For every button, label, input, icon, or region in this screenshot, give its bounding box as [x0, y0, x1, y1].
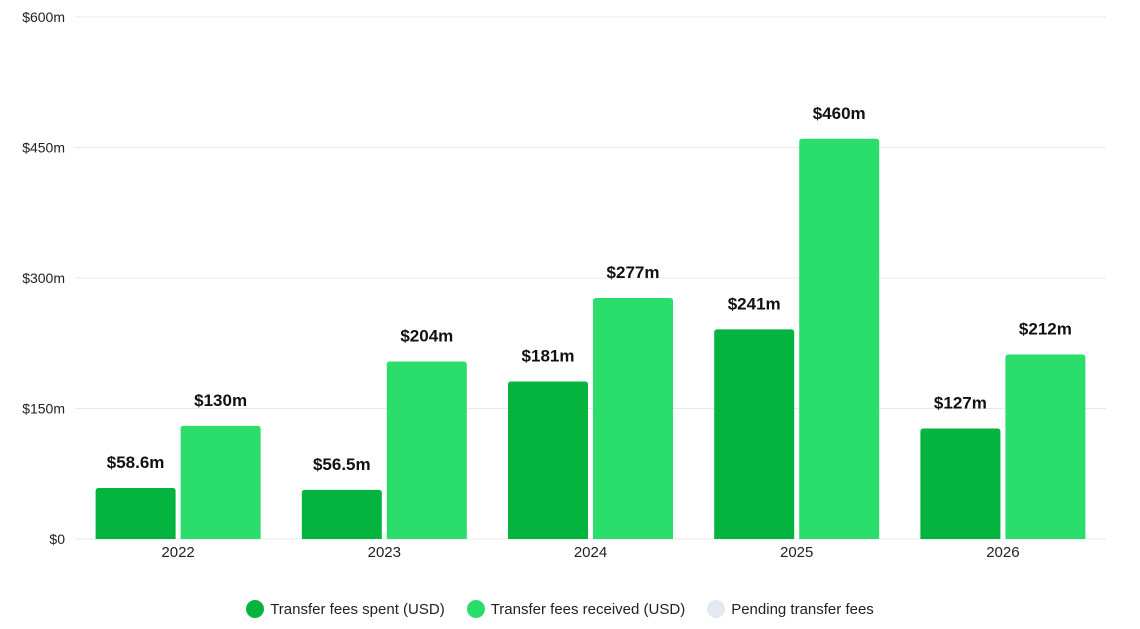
legend-swatch-received [466, 600, 485, 618]
legend-label-pending: Pending transfer fees [731, 600, 874, 618]
bar-spent-2026[interactable] [920, 428, 1001, 539]
bar-spent-2025[interactable] [714, 329, 795, 539]
bar-received-2025[interactable] [799, 138, 880, 540]
legend-item-received[interactable]: Transfer fees received (USD) [466, 600, 686, 618]
bar-received-2023[interactable] [386, 361, 467, 539]
bar-received-2026[interactable] [1005, 354, 1086, 539]
y-tick-label: $450m [22, 140, 65, 156]
bar-spent-2024[interactable] [508, 381, 588, 539]
legend-item-spent[interactable]: Transfer fees spent (USD) [246, 600, 445, 618]
bar-spent-2022[interactable] [95, 488, 176, 539]
y-tick-label: $600m [22, 9, 65, 25]
data-label: $58.6m [107, 453, 165, 472]
bar-received-2024[interactable] [593, 298, 673, 539]
data-label: $460m [813, 104, 866, 123]
legend-item-pending[interactable]: Pending transfer fees [707, 600, 874, 618]
legend-label-spent: Transfer fees spent (USD) [270, 600, 445, 618]
data-label: $212m [1019, 320, 1072, 339]
x-tick-label: 2023 [368, 544, 401, 561]
data-label: $127m [934, 394, 987, 413]
data-label: $277m [607, 263, 660, 282]
bar-received-2022[interactable] [180, 425, 261, 539]
x-tick-label: 2022 [161, 544, 194, 561]
y-tick-label: $0 [49, 531, 65, 547]
x-axis-ticks: 2022 2023 2024 2025 2026 [161, 544, 1019, 561]
y-tick-label: $300m [22, 270, 65, 286]
y-axis-ticks: $0 $150m $300m $450m $600m [22, 9, 65, 547]
legend-swatch-spent [246, 600, 265, 618]
legend-swatch-pending [707, 600, 726, 618]
data-label: $181m [522, 347, 575, 366]
bars [95, 138, 1086, 540]
y-tick-label: $150m [22, 401, 65, 417]
data-label: $56.5m [313, 455, 371, 474]
data-labels: $58.6m $130m $56.5m $204m $181m $277m $241m $46… [107, 104, 1072, 474]
x-tick-label: 2026 [986, 544, 1019, 561]
x-tick-label: 2024 [574, 544, 607, 561]
x-tick-label: 2025 [780, 544, 813, 561]
data-label: $130m [194, 391, 247, 410]
data-label: $241m [728, 294, 781, 313]
legend: Transfer fees spent (USD) Transfer fees … [0, 600, 1120, 618]
bar-chart: $0 $150m $300m $450m $600m $58.6m $130m $56.5m… [22, 9, 1106, 561]
legend-label-received: Transfer fees received (USD) [490, 600, 686, 618]
bar-spent-2023[interactable] [301, 489, 382, 539]
data-label: $204m [400, 327, 453, 346]
